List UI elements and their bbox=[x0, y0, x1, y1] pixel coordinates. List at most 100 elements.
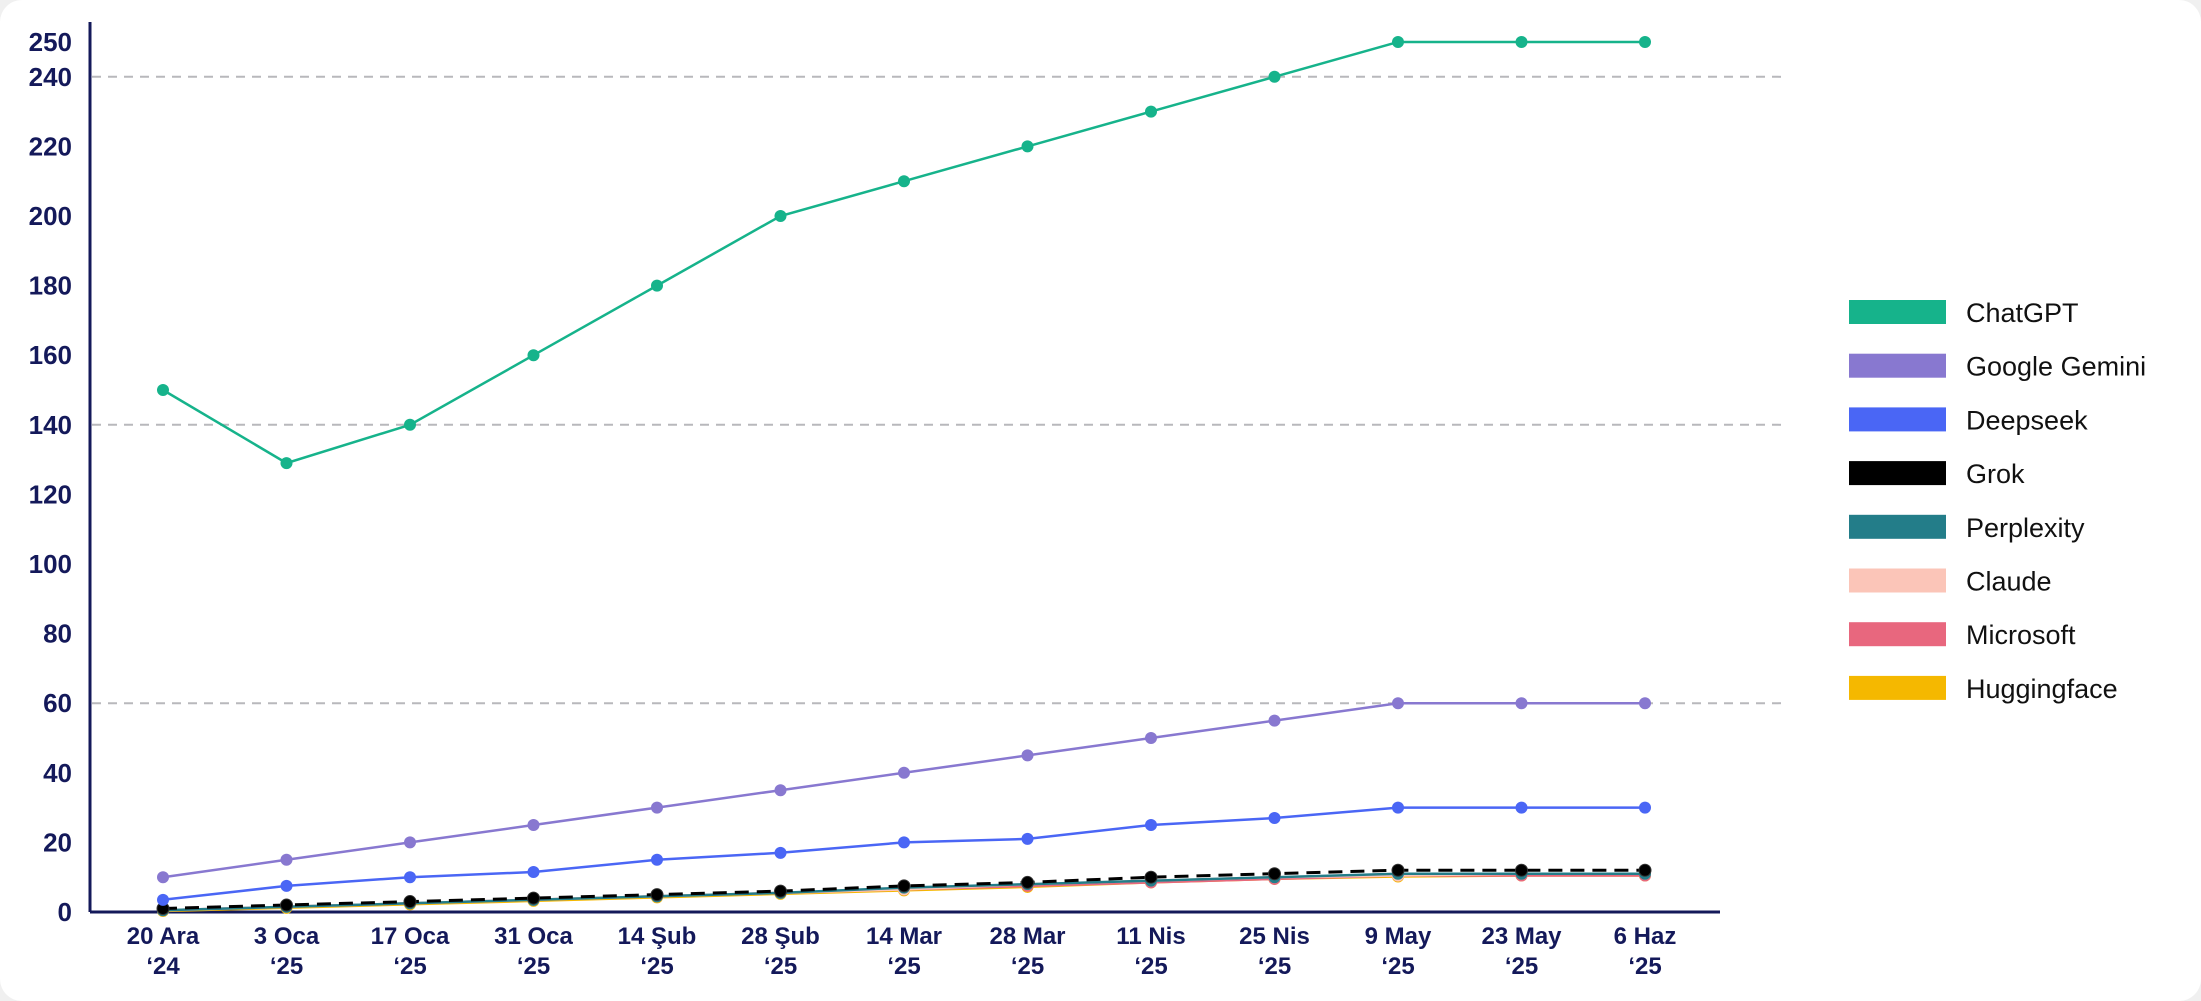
data-point bbox=[157, 893, 169, 906]
data-point bbox=[403, 895, 417, 909]
legend-item-google-gemini: Google Gemini bbox=[1849, 352, 2146, 382]
legend-swatch bbox=[1849, 353, 1946, 378]
legend-item-huggingface: Huggingface bbox=[1849, 674, 2118, 704]
data-point bbox=[651, 801, 663, 814]
x-tick-label: 11 Nis ‘25 bbox=[1116, 923, 1185, 980]
series-line-google-gemini bbox=[162, 701, 1645, 879]
axes bbox=[88, 22, 1720, 914]
data-point bbox=[898, 836, 910, 849]
data-point bbox=[404, 418, 416, 431]
data-point bbox=[527, 891, 540, 905]
data-point bbox=[774, 784, 787, 797]
legend-item-deepseek: Deepseek bbox=[1849, 405, 2088, 435]
data-point bbox=[1392, 36, 1404, 48]
data-point bbox=[527, 819, 540, 831]
legend-item-grok: Grok bbox=[1849, 459, 2025, 489]
legend-item-perplexity: Perplexity bbox=[1849, 513, 2085, 543]
data-point bbox=[1268, 70, 1281, 83]
legend-swatch bbox=[1849, 622, 1946, 647]
legend: ChatGPT Google Gemini Deepseek Grok Perplexi… bbox=[1849, 298, 2146, 704]
data-point bbox=[1021, 832, 1034, 845]
x-tick-label: 28 Mar ‘25 bbox=[989, 923, 1065, 980]
x-tick-label: 23 May ‘25 bbox=[1481, 923, 1562, 980]
y-tick-label: 180 bbox=[29, 271, 72, 301]
legend-label: ChatGPT bbox=[1966, 298, 2079, 328]
series-grok bbox=[156, 863, 1652, 916]
data-point bbox=[280, 853, 293, 866]
data-point bbox=[1392, 697, 1404, 710]
legend-label: Grok bbox=[1966, 459, 2025, 489]
x-tick-label: 14 Şub ‘25 bbox=[618, 923, 697, 980]
data-point bbox=[650, 888, 664, 902]
data-point bbox=[1021, 140, 1034, 153]
legend-label: Google Gemini bbox=[1966, 352, 2146, 382]
data-point bbox=[280, 898, 293, 912]
data-point bbox=[1145, 732, 1157, 744]
legend-item-chatgpt: ChatGPT bbox=[1849, 298, 2079, 328]
series-deepseek bbox=[157, 801, 1651, 906]
legend-swatch bbox=[1849, 300, 1946, 324]
x-tick-label: 17 Oca ‘25 bbox=[371, 923, 450, 980]
legend-label: Huggingface bbox=[1966, 674, 2118, 704]
series-google-gemini bbox=[157, 697, 1651, 884]
legend-swatch bbox=[1849, 461, 1946, 486]
data-point bbox=[1515, 697, 1528, 710]
data-point bbox=[1639, 36, 1651, 48]
data-point bbox=[404, 836, 416, 849]
y-tick-label: 100 bbox=[29, 549, 72, 579]
data-point bbox=[1268, 867, 1281, 881]
series-lines bbox=[156, 36, 1652, 917]
data-point bbox=[1515, 801, 1528, 814]
data-point bbox=[1638, 863, 1652, 877]
data-point bbox=[157, 384, 169, 396]
data-point bbox=[1145, 105, 1157, 118]
y-tick-label: 160 bbox=[29, 340, 72, 370]
data-point bbox=[774, 846, 787, 859]
series-chatgpt bbox=[157, 36, 1651, 470]
legend-item-claude: Claude bbox=[1849, 567, 2052, 597]
data-point bbox=[1639, 801, 1651, 814]
data-point bbox=[1021, 875, 1034, 889]
y-tick-label: 200 bbox=[29, 201, 72, 231]
legend-swatch bbox=[1849, 568, 1946, 593]
legend-swatch bbox=[1849, 514, 1946, 539]
data-point bbox=[1021, 749, 1034, 762]
legend-label: Microsoft bbox=[1966, 620, 2076, 650]
y-tick-label: 140 bbox=[29, 410, 72, 440]
data-point bbox=[280, 879, 293, 892]
x-tick-label: 3 Oca ‘25 bbox=[254, 923, 320, 980]
x-tick-label: 31 Oca ‘25 bbox=[494, 923, 573, 980]
y-tick-label: 0 bbox=[58, 897, 72, 927]
data-point bbox=[1639, 697, 1651, 710]
data-point bbox=[280, 457, 293, 470]
y-tick-label: 40 bbox=[43, 758, 72, 788]
data-point bbox=[157, 871, 169, 884]
legend-label: Claude bbox=[1966, 567, 2052, 597]
series-line-chatgpt bbox=[162, 40, 1645, 465]
legend-label: Perplexity bbox=[1966, 513, 2085, 543]
data-point bbox=[651, 853, 663, 866]
x-tick-label: 25 Nis ‘25 bbox=[1239, 923, 1310, 980]
data-point bbox=[1391, 863, 1405, 877]
data-point bbox=[527, 865, 540, 878]
legend-item-microsoft: Microsoft bbox=[1849, 620, 2076, 650]
y-tick-label: 120 bbox=[29, 479, 72, 509]
x-tick-label: 6 Haz ‘25 bbox=[1614, 923, 1677, 980]
data-point bbox=[1268, 714, 1281, 727]
data-point bbox=[1145, 819, 1157, 831]
data-point bbox=[774, 884, 787, 898]
x-tick-label: 9 May ‘25 bbox=[1365, 923, 1432, 980]
y-tick-label: 250 bbox=[29, 27, 72, 57]
data-point bbox=[1515, 863, 1528, 877]
y-tick-label: 60 bbox=[43, 688, 72, 718]
y-tick-labels: 0 20 40 60 80 100 120 140 160 180 200 220 240 250 bbox=[29, 27, 72, 927]
data-point bbox=[898, 766, 910, 779]
y-tick-label: 80 bbox=[43, 619, 72, 649]
y-tick-label: 240 bbox=[29, 62, 72, 92]
data-point bbox=[1515, 36, 1528, 48]
data-point bbox=[774, 210, 787, 222]
x-tick-label: 28 Şub ‘25 bbox=[741, 923, 820, 980]
data-point bbox=[898, 175, 910, 188]
